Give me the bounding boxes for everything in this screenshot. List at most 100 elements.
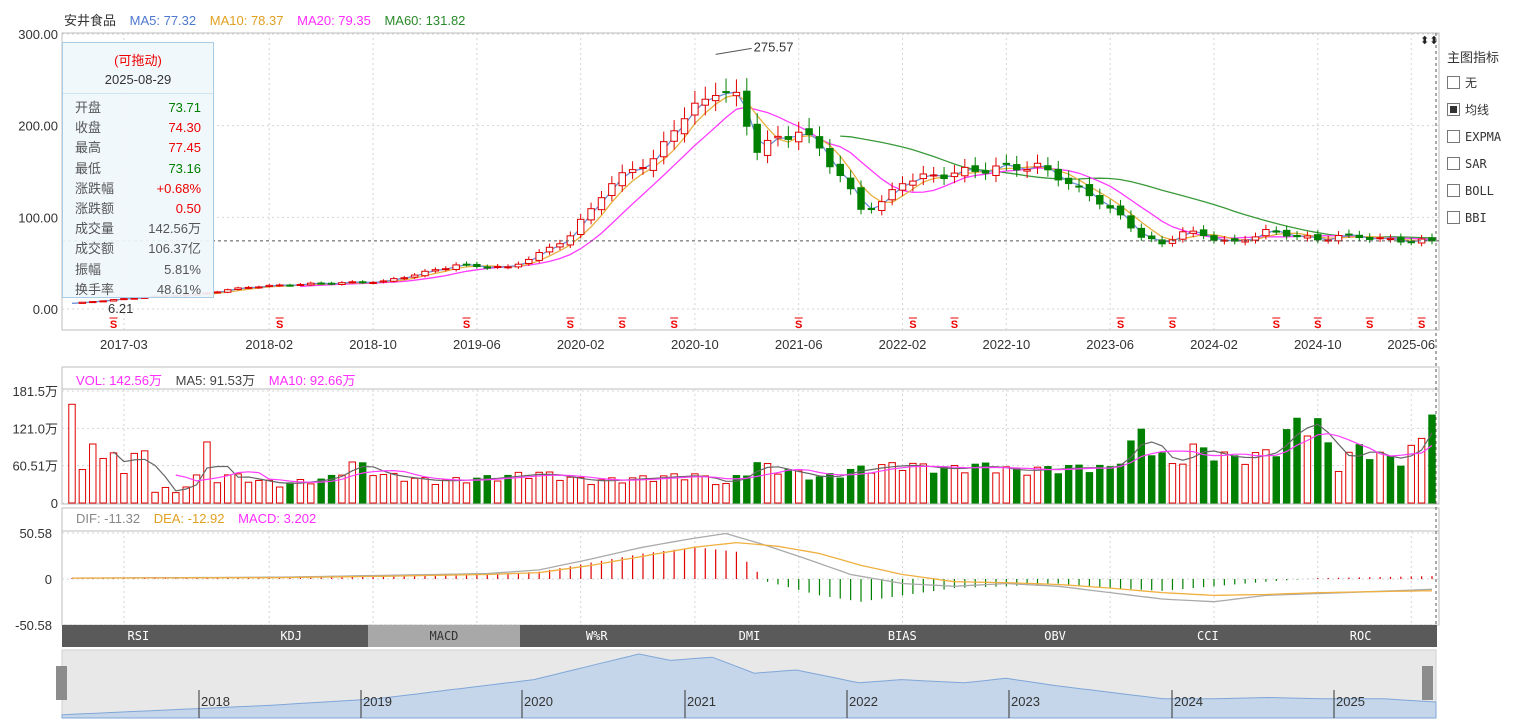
checkbox-icon[interactable]: [1447, 76, 1460, 89]
candle-body: [878, 201, 886, 211]
volume-bar: [462, 482, 471, 504]
navigator[interactable]: 2018 2019 2020 2021 2022 2023 2024 2025: [56, 649, 1437, 719]
indicator-panel-title: 主图指标: [1447, 50, 1500, 65]
price-tick-label: 300.00: [18, 27, 58, 42]
candle-body: [1179, 231, 1187, 240]
volume-tick-label: 0: [51, 496, 58, 511]
volume-bar: [89, 443, 97, 504]
indicator-option-label: EXPMA: [1465, 129, 1502, 144]
event-marker-icon: S: [909, 319, 916, 331]
indicator-option-bbi[interactable]: BBI: [1447, 204, 1513, 231]
candle-body: [846, 177, 855, 190]
tooltip-value: 48.61%: [156, 281, 201, 297]
candle-body: [1116, 205, 1125, 216]
tooltip-row: 振幅 5.81%: [63, 260, 213, 280]
volume-bar: [421, 477, 429, 504]
navigator-area: [61, 653, 1437, 719]
event-marker-icon: S: [1418, 319, 1425, 331]
tab-cci[interactable]: CCI: [1131, 625, 1285, 647]
volume-bar: [182, 486, 190, 504]
candle-body: [649, 158, 658, 171]
indicator-option-sar[interactable]: SAR: [1447, 150, 1513, 177]
volume-bar: [1220, 451, 1229, 504]
candle-body: [1158, 239, 1166, 245]
candle-body: [296, 283, 305, 286]
tab-obv[interactable]: OBV: [978, 625, 1132, 647]
data-tooltip[interactable]: (可拖动) 2025-08-29 开盘 73.71 收盘 74.30 最高 77.45 最低…: [62, 42, 214, 298]
navigator-right-handle[interactable]: [1422, 666, 1433, 700]
candle-body: [576, 218, 585, 235]
navigator-year-label: 2023: [1011, 694, 1040, 709]
indicator-option-均线[interactable]: 均线: [1447, 96, 1513, 123]
tooltip-row: 换手率 48.61%: [63, 280, 213, 300]
candle-body: [348, 281, 357, 284]
tooltip-row: 涨跌幅 +0.68%: [63, 179, 213, 199]
expand-icon[interactable]: ⬍⬍: [1420, 35, 1438, 47]
tab-rsi[interactable]: RSI: [62, 625, 215, 647]
tab-bias[interactable]: BIAS: [825, 625, 979, 647]
tab-dmi[interactable]: DMI: [673, 625, 826, 647]
candle-body: [109, 299, 118, 302]
volume-bar: [68, 403, 76, 504]
volume-bar: [649, 480, 658, 504]
volume-bar: [805, 479, 813, 504]
navigator-left-handle[interactable]: [56, 666, 67, 700]
indicator-option-boll[interactable]: BOLL: [1447, 177, 1513, 204]
tab-macd[interactable]: MACD: [367, 625, 521, 647]
checkbox-icon[interactable]: [1447, 157, 1460, 170]
tooltip-key: 涨跌幅: [75, 180, 115, 196]
checkbox-icon[interactable]: [1447, 184, 1460, 197]
volume-bar: [431, 483, 440, 504]
volume-bar: [1106, 466, 1114, 504]
volume-bar: [1282, 429, 1291, 504]
volume-bar: [109, 452, 118, 504]
volume-bar: [442, 479, 450, 504]
checkbox-icon[interactable]: [1447, 103, 1460, 116]
candle-body: [1376, 237, 1384, 240]
volume-bar: [545, 471, 554, 504]
macd-tick-label: -50.58: [15, 618, 52, 633]
checkbox-icon[interactable]: [1447, 130, 1460, 143]
indicator-option-无[interactable]: 无: [1447, 69, 1513, 96]
volume-bar: [452, 477, 460, 504]
candle-body: [670, 130, 678, 142]
volume-bar: [888, 462, 896, 504]
tab-kdj[interactable]: KDJ: [214, 625, 368, 647]
candle-body: [1293, 235, 1301, 238]
volume-bar: [1033, 466, 1042, 504]
candle-body: [867, 208, 876, 211]
tooltip-key: 涨跌额: [75, 200, 115, 216]
event-marker-icon: S: [1273, 319, 1280, 331]
navigator-year-label: 2018: [201, 694, 230, 709]
checkbox-icon[interactable]: [1447, 211, 1460, 224]
date-tick-label: 2018-10: [349, 337, 397, 352]
candle-body: [794, 131, 803, 143]
tooltip-row: 成交额 106.37亿: [63, 239, 213, 259]
macd-header: DIF: -11.32 DEA: -12.92 MACD: 3.202: [76, 511, 326, 526]
volume-bar: [151, 491, 159, 504]
volume-bar: [919, 463, 928, 504]
tooltip-key: 成交量: [75, 221, 115, 237]
date-tick-label: 2024-02: [1190, 337, 1238, 352]
volume-bar: [1179, 463, 1187, 504]
volume-bar: [348, 461, 357, 504]
volume-bar: [763, 463, 772, 504]
candle-body: [462, 263, 471, 266]
moving-average-lines: [71, 91, 1433, 304]
indicator-option-expma[interactable]: EXPMA: [1447, 123, 1513, 150]
tab-roc[interactable]: ROC: [1284, 625, 1438, 647]
tooltip-value: +0.68%: [156, 180, 201, 196]
candle-body: [1303, 235, 1312, 239]
svg-text:⬍⬍: ⬍⬍: [1420, 35, 1438, 47]
volume-bar: [846, 468, 855, 504]
event-marker-icon: S: [1169, 319, 1176, 331]
volume-bar: [78, 469, 87, 504]
volume-bar: [1376, 451, 1384, 504]
volume-bar: [1365, 459, 1374, 504]
tab-wr[interactable]: W%R: [520, 625, 674, 647]
volume-bar: [992, 472, 1000, 504]
candle-body: [1345, 233, 1353, 236]
volume-bar: [608, 477, 616, 504]
candle-body: [286, 284, 294, 287]
